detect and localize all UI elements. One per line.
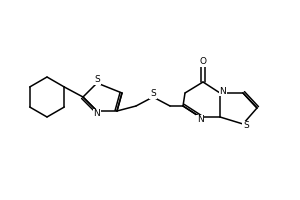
- Text: N: N: [220, 86, 226, 96]
- Text: N: N: [94, 110, 100, 118]
- Text: O: O: [200, 58, 206, 66]
- Text: S: S: [150, 90, 156, 98]
- Text: S: S: [243, 121, 249, 130]
- Text: S: S: [94, 75, 100, 84]
- Text: N: N: [196, 116, 203, 124]
